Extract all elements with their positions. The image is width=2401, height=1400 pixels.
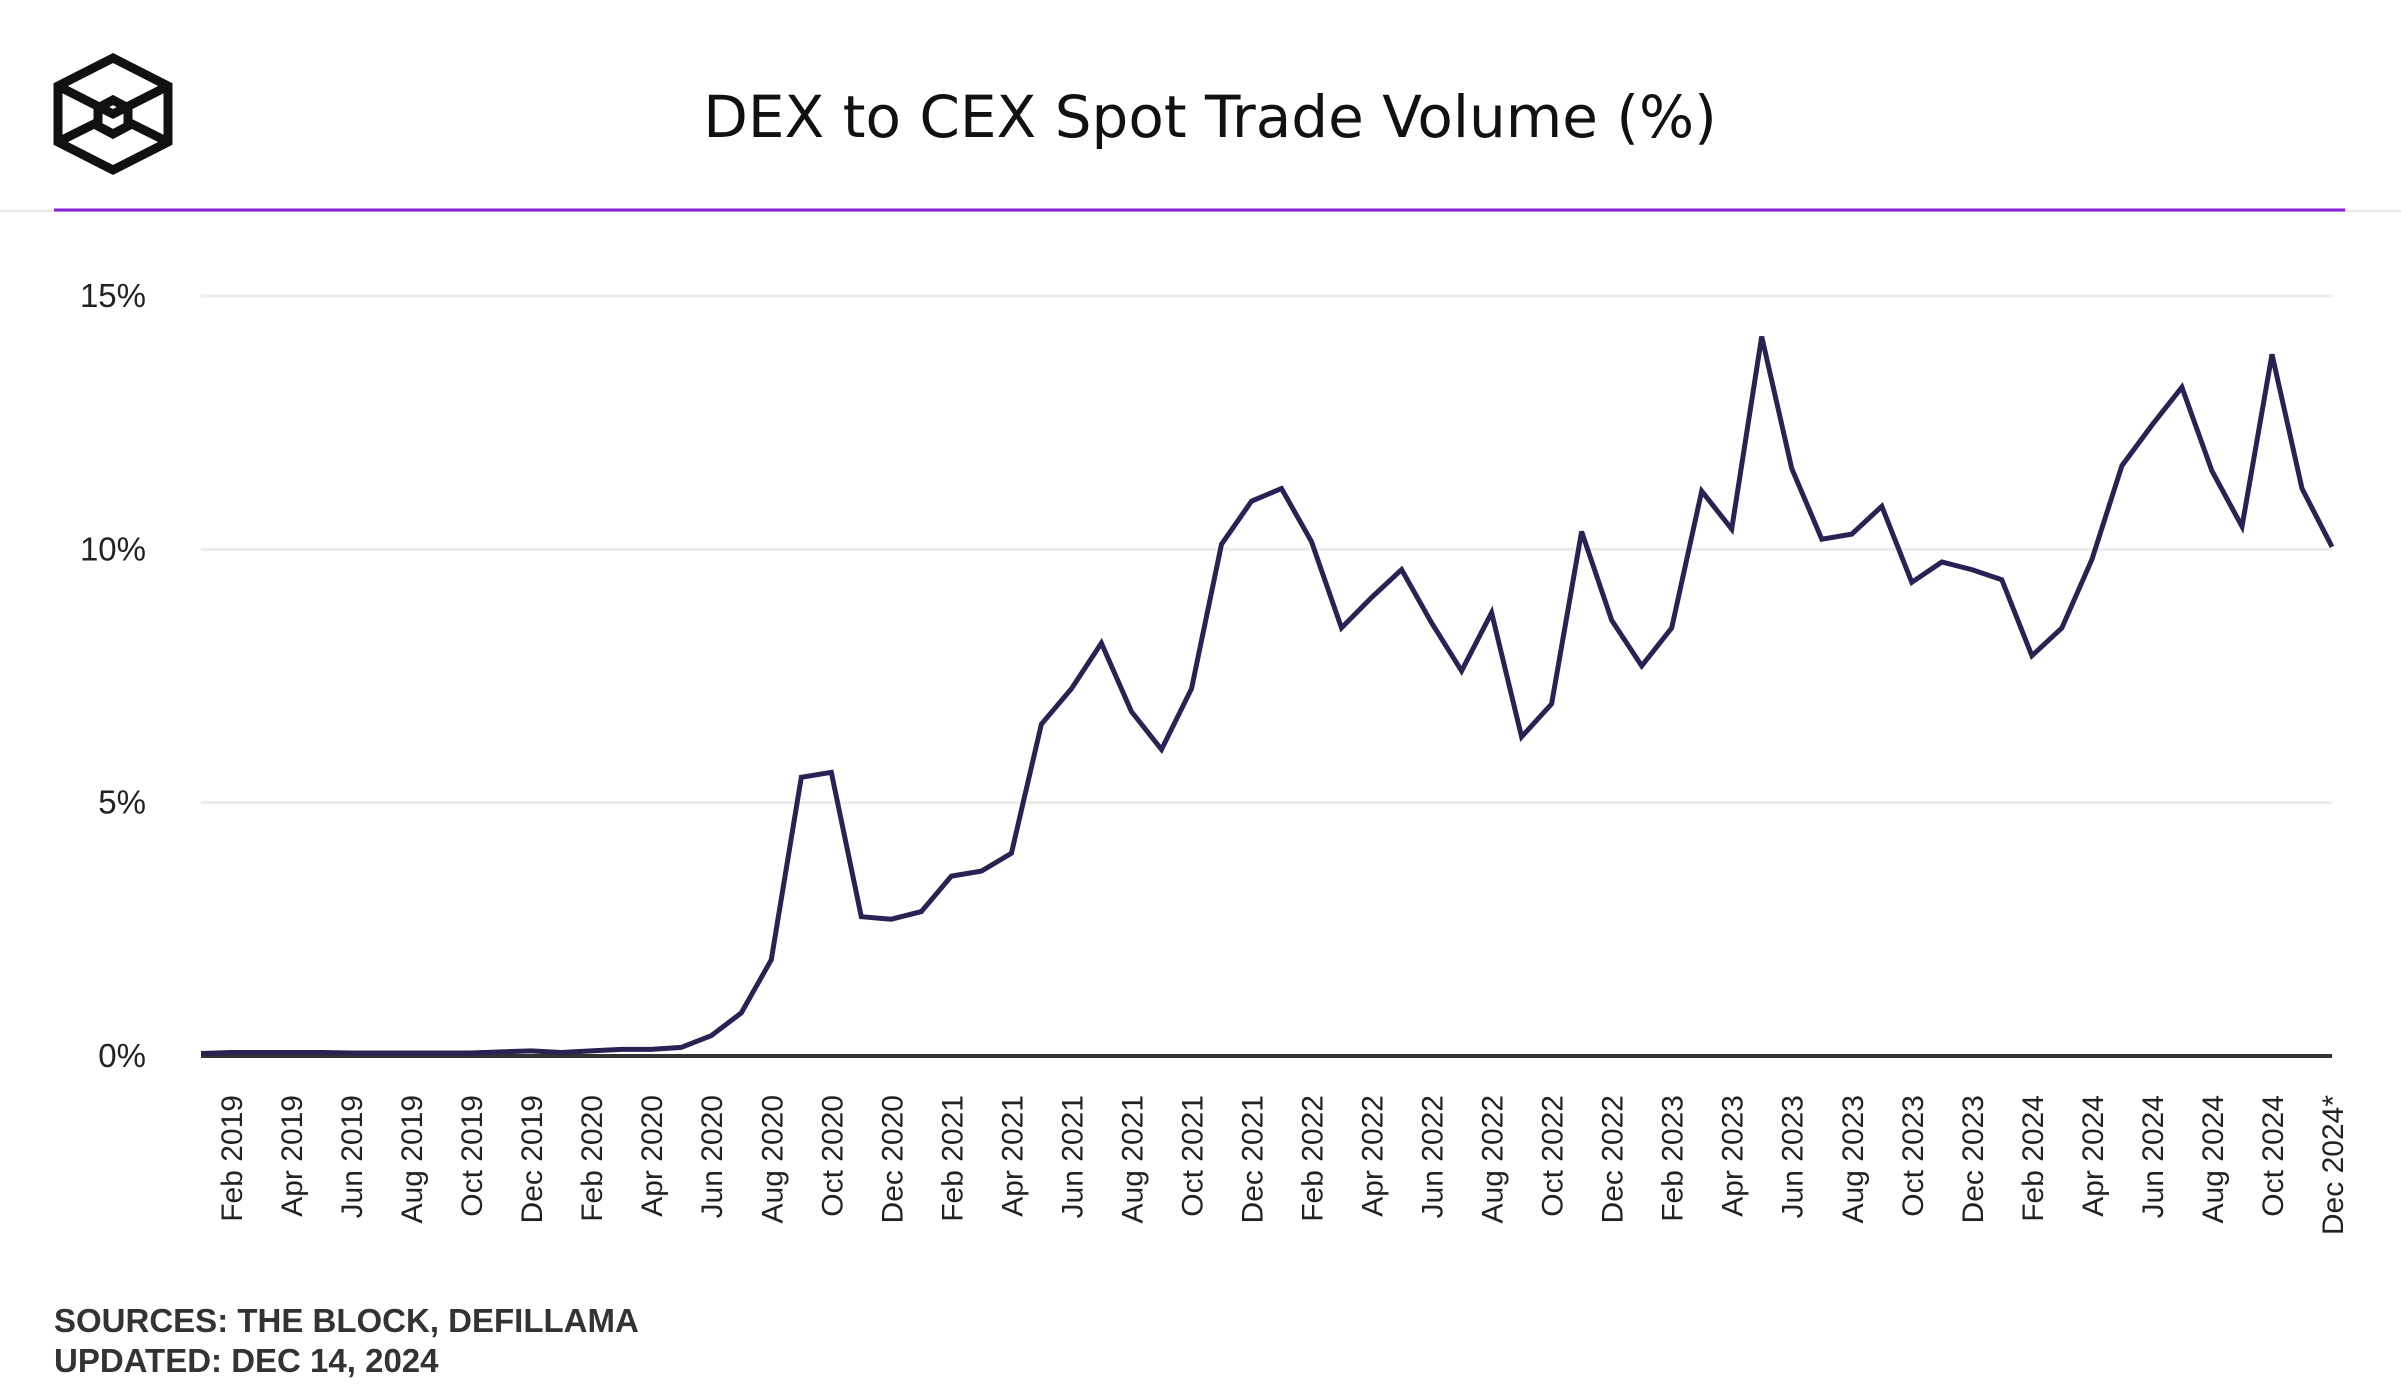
x-tick-label: Oct 2021 bbox=[1176, 1095, 1209, 1217]
y-tick-label: 10% bbox=[80, 530, 146, 567]
x-tick-label: Feb 2022 bbox=[1297, 1095, 1330, 1222]
the-block-logo-icon bbox=[53, 52, 173, 176]
series-line bbox=[200, 335, 2335, 1056]
x-tick-label: Dec 2021 bbox=[1236, 1095, 1269, 1223]
x-tick-label: Feb 2024 bbox=[2017, 1095, 2050, 1222]
x-tick-label: Jun 2024 bbox=[2137, 1095, 2170, 1218]
x-tick-label: Apr 2020 bbox=[636, 1095, 669, 1217]
x-tick-label: Apr 2024 bbox=[2077, 1095, 2110, 1217]
x-tick-label: Aug 2021 bbox=[1116, 1095, 1149, 1223]
x-tick-label: Apr 2019 bbox=[276, 1095, 309, 1217]
x-tick-label: Apr 2022 bbox=[1357, 1095, 1390, 1217]
x-tick-label: Oct 2020 bbox=[816, 1095, 849, 1217]
x-tick-label: Oct 2023 bbox=[1897, 1095, 1930, 1217]
y-tick-label: 5% bbox=[98, 784, 146, 821]
sources-note: SOURCES: THE BLOCK, DEFILLAMA bbox=[54, 1302, 639, 1339]
x-tick-label: Feb 2019 bbox=[216, 1095, 249, 1222]
y-tick-label: 0% bbox=[98, 1037, 146, 1074]
x-tick-label: Jun 2023 bbox=[1777, 1095, 1810, 1218]
x-tick-label: Oct 2024 bbox=[2257, 1095, 2290, 1217]
x-tick-label: Dec 2022 bbox=[1597, 1095, 1630, 1223]
updated-note: UPDATED: DEC 14, 2024 bbox=[54, 1342, 439, 1379]
x-tick-label: Dec 2023 bbox=[1957, 1095, 1990, 1223]
x-tick-label: Feb 2023 bbox=[1657, 1095, 1690, 1222]
x-tick-label: Feb 2020 bbox=[576, 1095, 609, 1222]
x-tick-label: Dec 2019 bbox=[516, 1095, 549, 1223]
x-tick-label: Oct 2019 bbox=[456, 1095, 489, 1217]
y-tick-label: 15% bbox=[80, 277, 146, 314]
x-tick-label: Apr 2023 bbox=[1717, 1095, 1750, 1217]
x-tick-label: Aug 2019 bbox=[396, 1095, 429, 1223]
x-tick-label: Aug 2024 bbox=[2197, 1095, 2230, 1223]
x-tick-label: Oct 2022 bbox=[1537, 1095, 1570, 1217]
x-tick-label: Aug 2020 bbox=[756, 1095, 789, 1223]
x-tick-label: Jun 2021 bbox=[1056, 1095, 1089, 1218]
x-tick-label: Jun 2019 bbox=[336, 1095, 369, 1218]
x-tick-label: Feb 2021 bbox=[936, 1095, 969, 1222]
x-tick-label: Dec 2020 bbox=[876, 1095, 909, 1223]
x-tick-label: Apr 2021 bbox=[996, 1095, 1029, 1217]
x-tick-label: Aug 2023 bbox=[1837, 1095, 1870, 1223]
x-tick-label: Jun 2022 bbox=[1417, 1095, 1450, 1218]
x-tick-label: Aug 2022 bbox=[1477, 1095, 1510, 1223]
chart-title: DEX to CEX Spot Trade Volume (%) bbox=[703, 83, 1717, 151]
x-tick-label: Dec 2024* bbox=[2317, 1095, 2350, 1235]
x-tick-label: Jun 2020 bbox=[696, 1095, 729, 1218]
